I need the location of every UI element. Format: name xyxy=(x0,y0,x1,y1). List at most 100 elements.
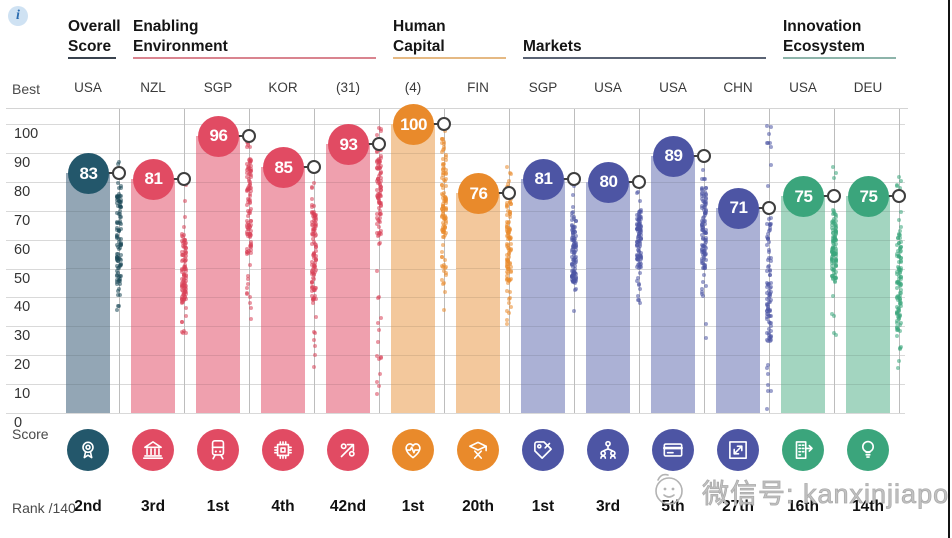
distribution-dot xyxy=(115,161,120,166)
distribution-dot xyxy=(831,268,836,273)
distribution-dot xyxy=(571,259,576,264)
distribution-dot xyxy=(244,225,249,230)
distribution-dot xyxy=(249,242,254,247)
best-country-label: (31) xyxy=(335,80,360,95)
best-country-label: FIN xyxy=(467,80,489,95)
score-marker xyxy=(177,171,191,186)
distribution-dot xyxy=(441,307,446,312)
distribution-dot xyxy=(898,303,903,308)
rank-label: 3rd xyxy=(595,498,621,515)
distribution-dot xyxy=(831,261,836,266)
distribution-dot xyxy=(184,297,189,302)
score-bubble: 93 xyxy=(328,124,369,166)
distribution-dot xyxy=(831,294,836,298)
distribution-dot xyxy=(379,204,384,209)
distribution-dot xyxy=(374,216,379,221)
distribution-dot xyxy=(117,287,122,292)
distribution-dot xyxy=(898,268,903,272)
bar-gridline xyxy=(586,384,630,386)
rank-label: 4th xyxy=(271,498,295,515)
distribution-dot xyxy=(897,314,902,319)
bar-gridline xyxy=(456,384,500,386)
distribution-dot xyxy=(768,268,773,273)
score-marker xyxy=(372,137,386,152)
distribution-dot xyxy=(895,333,900,338)
bar-gridline xyxy=(261,268,305,270)
distribution-dot xyxy=(833,270,838,275)
distribution-dot xyxy=(703,236,708,241)
bar-gridline xyxy=(66,239,110,241)
distribution-dot xyxy=(573,245,578,250)
distribution-dot xyxy=(765,183,770,188)
distribution-dot xyxy=(444,196,449,201)
bar-gridline xyxy=(391,326,435,328)
distribution-dot xyxy=(765,382,770,387)
score-marker xyxy=(112,166,126,181)
distribution-dot xyxy=(375,321,380,326)
bar-gridline xyxy=(261,239,305,241)
distribution-dot xyxy=(704,283,709,288)
pillar-icon xyxy=(262,429,304,471)
distribution-dot xyxy=(638,207,643,212)
distribution-dot xyxy=(834,231,839,236)
distribution-dot xyxy=(834,246,839,251)
bar-gridline xyxy=(66,210,110,212)
pillar-bar xyxy=(846,196,890,413)
distribution-dot xyxy=(118,273,123,278)
distribution-dot xyxy=(830,244,835,249)
axis-tick-label: 60 xyxy=(14,241,31,258)
distribution-dot xyxy=(699,261,704,266)
distribution-dot xyxy=(831,216,836,221)
bar-gridline xyxy=(651,210,695,212)
distribution-dot xyxy=(180,284,185,289)
group-underline xyxy=(68,57,116,59)
distribution-dot xyxy=(832,313,837,318)
score-marker xyxy=(827,189,841,204)
distribution-dot xyxy=(703,210,708,215)
distribution-dot xyxy=(244,203,249,208)
axis-tick-label: 70 xyxy=(14,212,31,229)
pillar-bar xyxy=(716,207,760,413)
distribution-dot xyxy=(441,167,446,172)
distribution-dot xyxy=(245,286,250,290)
distribution-dot xyxy=(765,236,770,241)
distribution-dot xyxy=(377,384,382,389)
pillar-bar xyxy=(261,167,305,413)
distribution-dot xyxy=(570,218,575,223)
distribution-dot xyxy=(899,288,904,293)
distribution-dot xyxy=(441,144,446,149)
distribution-dot xyxy=(439,176,444,181)
distribution-dot xyxy=(573,234,578,239)
distribution-dot xyxy=(312,263,317,268)
bar-gridline xyxy=(651,326,695,328)
distribution-dot xyxy=(313,293,318,298)
distribution-dot xyxy=(182,259,187,264)
distribution-dot xyxy=(115,243,120,248)
info-icon[interactable]: i xyxy=(8,6,28,26)
pillar-icon xyxy=(522,429,564,471)
distribution-dot xyxy=(244,246,249,251)
distribution-dot xyxy=(375,187,380,192)
pillar-bar xyxy=(521,178,565,413)
distribution-dot xyxy=(441,173,446,178)
distribution-dot xyxy=(831,211,836,216)
distribution-dot xyxy=(699,221,704,226)
distribution-dot xyxy=(895,311,900,316)
distribution-dot xyxy=(246,142,250,147)
distribution-dot xyxy=(375,221,380,226)
distribution-dot xyxy=(247,211,252,216)
distribution-dot xyxy=(440,140,445,145)
bar-gridline xyxy=(456,355,500,357)
distribution-dot xyxy=(639,255,644,260)
divider xyxy=(513,108,583,109)
axis-tick-label: 0 xyxy=(14,415,23,431)
pillar-bar xyxy=(586,181,630,413)
distribution-dot xyxy=(509,264,514,269)
group-header: Overall Score xyxy=(68,18,121,55)
bar-gridline xyxy=(261,326,305,328)
distribution-dot xyxy=(702,244,707,249)
distribution-dot xyxy=(833,260,838,265)
credit-card-icon xyxy=(663,443,683,457)
distribution-dot xyxy=(766,231,771,236)
distribution-dot xyxy=(374,132,379,137)
